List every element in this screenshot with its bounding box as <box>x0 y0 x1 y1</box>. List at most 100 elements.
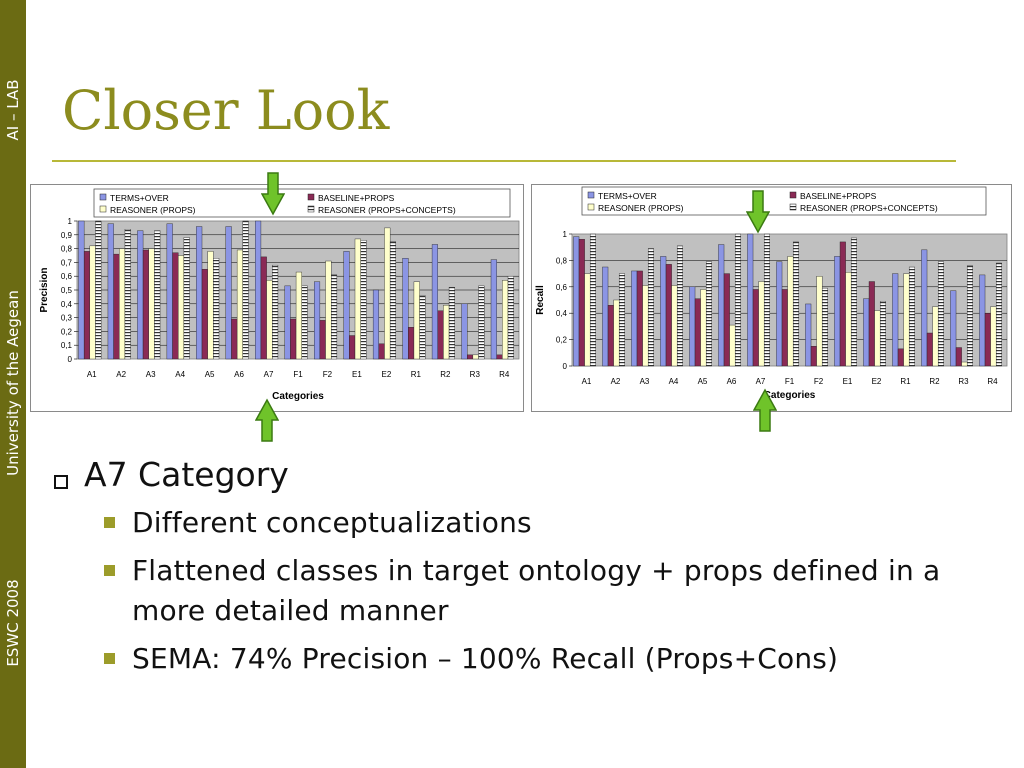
bar-R4-2 <box>496 354 503 360</box>
bar-E2-2 <box>868 281 875 367</box>
bar-R4-1 <box>979 274 986 367</box>
bar-A4-4 <box>183 237 190 360</box>
bar-E2-4 <box>389 241 397 360</box>
bar-F1-3 <box>787 256 794 367</box>
bar-A5-1 <box>689 286 696 367</box>
bar-A2-2 <box>113 253 120 360</box>
bar-A6-3 <box>729 324 736 367</box>
y-tick-label: 0,2 <box>556 336 568 345</box>
y-tick-label: 1 <box>563 230 568 239</box>
bar-R4-3 <box>502 280 509 360</box>
x-tick-label: R4 <box>987 377 998 386</box>
bar-E2-3 <box>384 227 391 360</box>
sidebar-label-lab: AI – LAB <box>4 79 22 141</box>
bar-A7-3 <box>266 280 273 360</box>
x-tick-label: A6 <box>727 377 737 386</box>
bar-A6-1 <box>718 244 725 367</box>
legend-label: REASONER (PROPS) <box>598 203 684 213</box>
x-tick-label: A6 <box>234 370 244 379</box>
bar-R1-4 <box>419 295 426 360</box>
x-tick-label: A2 <box>116 370 126 379</box>
x-tick-label: E1 <box>843 377 853 386</box>
bar-A3-4 <box>647 248 654 367</box>
x-tick-label: A3 <box>640 377 650 386</box>
bar-R4-2 <box>984 312 991 367</box>
bar-A2-3 <box>613 299 620 367</box>
bar-F2-3 <box>816 276 823 367</box>
y-tick-label: 0,1 <box>61 341 73 350</box>
legend-swatch <box>99 205 107 213</box>
bar-E2-3 <box>874 310 881 367</box>
legend-label: REASONER (PROPS+CONCEPTS) <box>318 205 456 215</box>
legend-swatch <box>307 193 315 201</box>
bar-A3-1 <box>631 270 638 367</box>
bar-A3-3 <box>642 285 649 367</box>
x-tick-label: F2 <box>814 377 824 386</box>
bar-E1-1 <box>343 251 350 360</box>
bullet-level2-text: Flattened classes in target ontology + p… <box>132 553 941 627</box>
legend-swatch <box>789 203 797 211</box>
bar-R4-4 <box>995 262 1002 367</box>
bar-R1-1 <box>402 258 409 360</box>
bar-A7-2 <box>260 256 267 360</box>
bar-E2-4 <box>879 301 886 367</box>
bar-F1-4 <box>301 285 308 360</box>
legend-label: BASELINE+PROPS <box>800 191 877 201</box>
bar-F1-3 <box>295 271 302 360</box>
bar-E1-3 <box>845 272 852 367</box>
bar-F1-4 <box>792 241 799 367</box>
bar-R2-1 <box>921 249 928 367</box>
x-tick-label: A5 <box>698 377 708 386</box>
bar-E2-2 <box>378 343 385 360</box>
bar-A3-2 <box>142 249 149 360</box>
bar-A3-4 <box>154 230 161 360</box>
bar-A7-2 <box>752 289 759 367</box>
bar-R1-1 <box>892 273 899 367</box>
legend-box <box>581 186 987 216</box>
legend-label: TERMS+OVER <box>598 191 657 201</box>
x-tick-label: R2 <box>440 370 451 379</box>
bar-R1-4 <box>908 266 915 367</box>
y-tick-label: 0,4 <box>556 309 568 318</box>
bar-A4-2 <box>172 252 179 360</box>
bar-R1-2 <box>897 348 904 367</box>
bar-R1-3 <box>413 281 420 360</box>
bar-A5-4 <box>213 258 220 360</box>
bar-R4-3 <box>990 306 997 367</box>
chart-svg: 0 0,2 0,4 0,6 0,8 1 A1 A2 A3 A4 A5 A6 A7 F1 F2 E1 E2 R1 R2… <box>535 186 1008 401</box>
bullet-level1-text: A7 Category <box>84 455 289 494</box>
bar-A6-2 <box>723 273 730 367</box>
x-tick-label: R3 <box>470 370 481 379</box>
bar-A4-4 <box>676 245 683 367</box>
x-tick-label: A3 <box>146 370 156 379</box>
bar-A7-3 <box>758 281 765 367</box>
bar-R3-2 <box>955 347 962 367</box>
green-arrow-icon <box>255 398 279 442</box>
x-tick-label: A1 <box>87 370 97 379</box>
bar-A5-1 <box>196 226 203 360</box>
bar-E1-3 <box>354 238 361 360</box>
bar-E2-1 <box>372 289 380 360</box>
bar-F1-1 <box>284 285 291 360</box>
x-tick-label: R1 <box>411 370 422 379</box>
bar-A3-1 <box>137 230 144 360</box>
bar-R3-1 <box>950 290 957 367</box>
x-tick-label: E2 <box>872 377 882 386</box>
chart-svg: 0 0,1 0,2 0,3 0,4 0,5 0,6 0,7 0,8 0,9 1 A1 A2 A3 A4 A5 A… <box>39 188 520 402</box>
bar-A4-1 <box>660 256 667 367</box>
bar-A4-2 <box>665 264 672 367</box>
bar-R2-3 <box>443 304 450 360</box>
green-arrow-icon <box>753 388 777 432</box>
bullet-level1: A7 Category <box>48 455 1018 495</box>
x-tick-label: A2 <box>611 377 621 386</box>
bar-A3-2 <box>636 270 643 367</box>
bullet-level2: Different conceptualizations <box>48 503 1018 543</box>
bar-F1-2 <box>290 318 297 360</box>
bar-R2-2 <box>926 332 933 367</box>
y-axis-title: Recall <box>535 285 546 315</box>
bar-A7-4 <box>272 264 279 360</box>
y-tick-label: 0,8 <box>556 256 568 265</box>
x-tick-label: F2 <box>323 370 333 379</box>
bar-A6-4 <box>734 233 741 367</box>
x-axis-title: Categories <box>764 390 816 401</box>
